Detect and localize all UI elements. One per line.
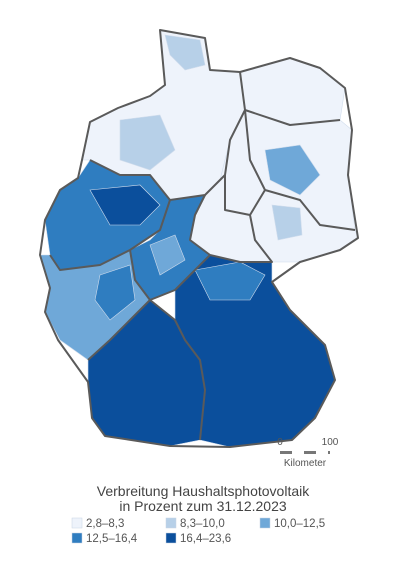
legend-swatch — [165, 532, 177, 544]
region — [194, 261, 266, 301]
legend-swatch — [71, 517, 83, 529]
border — [189, 175, 273, 263]
map-title: in Prozent zum 31.12.2023 — [119, 498, 287, 514]
legend-swatch — [165, 517, 177, 529]
region — [89, 184, 161, 226]
scale-unit: Kilometer — [284, 458, 327, 469]
border — [49, 199, 171, 271]
border — [244, 109, 356, 231]
legend-swatch — [259, 517, 271, 529]
border — [87, 299, 206, 441]
scale-tick-label: 0 — [277, 437, 283, 448]
region — [264, 144, 321, 196]
legend-label: 10,0–12,5 — [274, 518, 325, 530]
scale-tick-label: 100 — [322, 437, 339, 448]
region — [149, 234, 186, 276]
border — [39, 29, 359, 448]
legend-label: 2,8–8,3 — [86, 518, 124, 530]
region — [119, 114, 176, 171]
choropleth — [39, 29, 359, 448]
legend: 2,8–8,3 8,3–10,0 10,0–12,5 12,5–16,4 16,4–23… — [71, 517, 325, 545]
region — [271, 204, 303, 241]
border — [129, 249, 211, 301]
legend-label: 16,4–23,6 — [180, 533, 231, 545]
region — [94, 264, 136, 321]
map-title: Verbreitung Haushaltsphotovoltaik — [97, 483, 310, 499]
scale-bar-segment — [292, 451, 304, 454]
scale-bar-segment — [280, 451, 330, 454]
legend-swatch — [71, 532, 83, 544]
scale-bar: 0 100 Kilometer — [277, 437, 339, 469]
scale-bar-segment — [316, 451, 328, 454]
legend-label: 12,5–16,4 — [86, 533, 138, 545]
region — [164, 34, 206, 71]
state-borders — [39, 29, 359, 448]
legend-label: 8,3–10,0 — [180, 518, 225, 530]
